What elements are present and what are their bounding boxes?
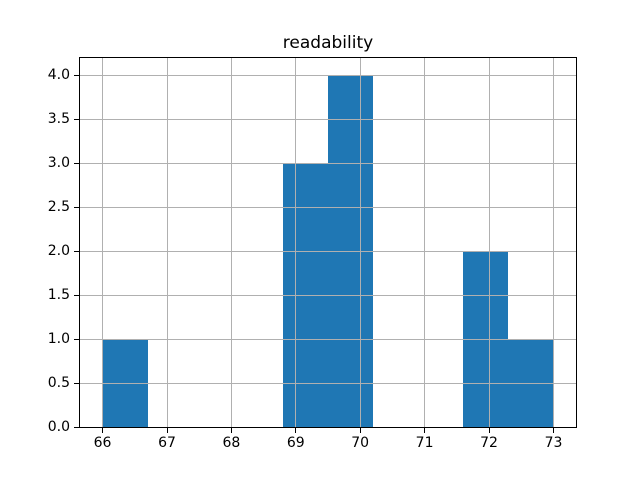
horizontal-gridline	[80, 206, 576, 208]
y-tick-mark	[74, 250, 79, 252]
y-tick-label: 0.5	[47, 375, 70, 391]
horizontal-gridline	[80, 162, 576, 164]
vertical-gridline	[424, 57, 426, 427]
x-tick-mark	[359, 428, 361, 433]
y-tick-mark	[74, 338, 79, 340]
y-tick-mark	[74, 294, 79, 296]
y-tick-label: 2.5	[47, 199, 70, 216]
x-tick-label: 71	[415, 435, 434, 451]
y-tick-label: 1.5	[47, 287, 70, 303]
y-tick-mark	[74, 118, 79, 120]
horizontal-gridline	[80, 382, 576, 384]
horizontal-gridline	[80, 74, 576, 76]
x-tick-label: 68	[222, 435, 241, 451]
y-tick-mark	[74, 162, 79, 164]
vertical-gridline	[359, 57, 361, 427]
horizontal-gridline	[80, 250, 576, 252]
y-tick-label: 4.0	[47, 67, 70, 84]
y-tick-label: 3.0	[47, 155, 70, 172]
vertical-gridline	[166, 57, 168, 427]
y-tick-mark	[74, 206, 79, 208]
vertical-gridline	[553, 57, 554, 427]
horizontal-gridline	[80, 118, 576, 120]
x-tick-mark	[295, 428, 297, 433]
y-tick-label: 1.0	[47, 331, 70, 347]
x-tick-label: 67	[158, 435, 176, 451]
x-tick-mark	[553, 428, 554, 433]
x-tick-mark	[166, 428, 168, 433]
x-tick-label: 70	[351, 435, 370, 451]
y-tick-label: 2.0	[47, 243, 70, 259]
x-tick-mark	[488, 428, 490, 433]
horizontal-gridline	[80, 338, 576, 340]
x-tick-label: 66	[93, 435, 112, 451]
x-tick-mark	[424, 428, 426, 433]
x-tick-label: 69	[286, 435, 305, 451]
y-tick-mark	[74, 74, 79, 76]
horizontal-gridline	[80, 294, 576, 296]
plot-area	[79, 56, 577, 428]
y-tick-mark	[74, 426, 79, 428]
x-tick-label: 73	[544, 435, 563, 451]
vertical-gridline	[488, 57, 490, 427]
chart-title: readability	[282, 33, 374, 53]
vertical-gridline	[102, 57, 103, 427]
horizontal-gridline	[80, 426, 576, 428]
x-tick-label: 72	[480, 435, 498, 451]
y-tick-mark	[74, 382, 79, 384]
y-tick-label: 3.5	[47, 111, 70, 128]
x-tick-mark	[102, 428, 103, 433]
vertical-gridline	[230, 57, 232, 427]
y-tick-label: 0.0	[47, 419, 70, 435]
vertical-gridline	[295, 57, 297, 427]
x-tick-mark	[230, 428, 232, 433]
